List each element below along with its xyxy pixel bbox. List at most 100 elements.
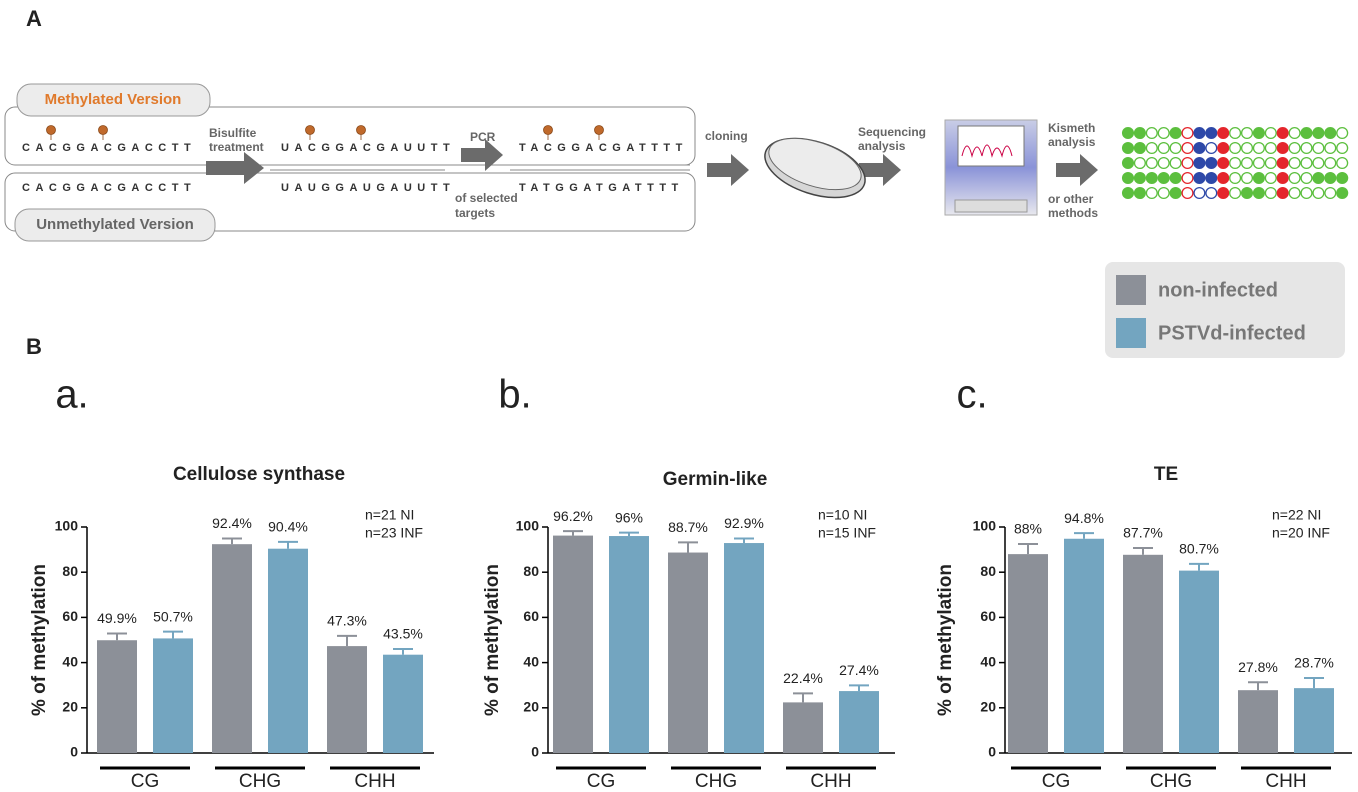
dot — [1157, 141, 1170, 155]
y-tick-label: 100 — [516, 518, 540, 534]
bar — [1008, 554, 1048, 753]
value-label: 49.9% — [97, 610, 137, 626]
sequence: CACGGACGACCTT — [22, 182, 196, 194]
dot — [1336, 141, 1349, 155]
dot — [1264, 141, 1277, 155]
dot — [1252, 141, 1265, 155]
value-label: 47.3% — [327, 613, 367, 629]
y-tick-label: 100 — [55, 518, 79, 534]
dot — [1276, 156, 1289, 170]
dot — [1121, 171, 1135, 185]
dot — [1205, 171, 1218, 185]
annotation: n=22 NI — [1272, 507, 1321, 523]
bar — [383, 654, 423, 753]
value-label: 88% — [1014, 521, 1042, 537]
dot — [1157, 126, 1170, 140]
y-tick-label: 80 — [62, 563, 78, 579]
step-label: cloning — [705, 129, 748, 143]
dot — [1145, 126, 1158, 140]
bar — [724, 543, 764, 753]
annotation: n=23 INF — [365, 525, 423, 541]
step-label: Bisulfite — [209, 126, 257, 140]
dot — [1240, 186, 1254, 200]
dot — [1181, 186, 1194, 200]
dot — [1288, 171, 1301, 185]
x-tick-label: CG — [131, 771, 160, 792]
dot — [1264, 156, 1277, 170]
dot — [1121, 156, 1135, 170]
dot — [1133, 171, 1146, 185]
label-pill — [14, 208, 216, 242]
chart-title: Germin-like — [663, 469, 768, 490]
dot — [1288, 186, 1301, 200]
dot — [1300, 126, 1313, 140]
step-label: PCR — [470, 130, 496, 144]
dot — [1193, 156, 1206, 170]
y-tick-label: 80 — [980, 563, 996, 579]
dot — [1181, 171, 1194, 185]
value-label: 27.8% — [1238, 659, 1278, 675]
panel-label: a. — [55, 373, 88, 417]
unmethylated-box — [4, 172, 696, 232]
dot — [1169, 156, 1182, 170]
dot — [1181, 126, 1194, 140]
dot — [1169, 186, 1182, 200]
panel-label: c. — [956, 373, 987, 417]
bar — [212, 544, 252, 753]
y-tick-label: 0 — [70, 744, 78, 760]
y-tick-label: 60 — [62, 608, 78, 624]
dot — [1252, 171, 1265, 185]
sequence: UACGGACGAUUTT — [281, 142, 455, 154]
sequence: UAUGGAUGAUUTT — [281, 182, 455, 194]
value-label: 92.4% — [212, 515, 252, 531]
bar — [268, 548, 308, 753]
value-label: 94.8% — [1064, 510, 1104, 526]
value-label: 43.5% — [383, 626, 423, 642]
y-tick-label: 40 — [523, 653, 539, 669]
dot — [1217, 156, 1230, 170]
bar — [327, 646, 367, 753]
label-pill — [16, 83, 211, 117]
dot — [1264, 126, 1277, 140]
dot — [1217, 186, 1230, 200]
sequencer — [944, 119, 1038, 216]
arrows — [206, 139, 1098, 186]
x-tick-label: CHG — [239, 771, 281, 792]
y-tick-label: 0 — [988, 744, 996, 760]
legend-swatch — [1116, 318, 1146, 348]
x-tick-label: CHH — [354, 771, 395, 792]
dot — [1276, 126, 1289, 140]
dot — [1300, 141, 1313, 155]
legend-label: PSTVd-infected — [1158, 322, 1306, 344]
value-label: 88.7% — [668, 519, 708, 535]
dot — [1121, 126, 1135, 140]
dot — [1205, 126, 1218, 140]
bar — [609, 536, 649, 753]
dot — [1276, 141, 1289, 155]
dot — [1336, 171, 1349, 185]
dot — [1324, 186, 1337, 200]
dot — [1324, 156, 1337, 170]
annotation: n=20 INF — [1272, 525, 1330, 541]
dot — [1324, 126, 1337, 140]
step-label: methods — [1048, 206, 1098, 220]
step-label: of selected — [455, 191, 518, 205]
bar — [153, 638, 193, 753]
dot — [1229, 126, 1242, 140]
value-label: 90.4% — [268, 519, 308, 535]
value-label: 28.7% — [1294, 655, 1334, 671]
methylation-dots — [1121, 126, 1349, 200]
dot — [1288, 126, 1301, 140]
bar — [1179, 570, 1219, 753]
dot — [1133, 156, 1146, 170]
value-label: 92.9% — [724, 515, 764, 531]
x-tick-label: CHH — [810, 771, 851, 792]
dot — [1240, 171, 1254, 185]
dot — [1157, 156, 1170, 170]
dot — [1300, 186, 1313, 200]
dot — [1145, 171, 1158, 185]
step-label: Kismeth — [1048, 121, 1095, 135]
step-label: or other — [1048, 192, 1094, 206]
dot — [1217, 141, 1230, 155]
